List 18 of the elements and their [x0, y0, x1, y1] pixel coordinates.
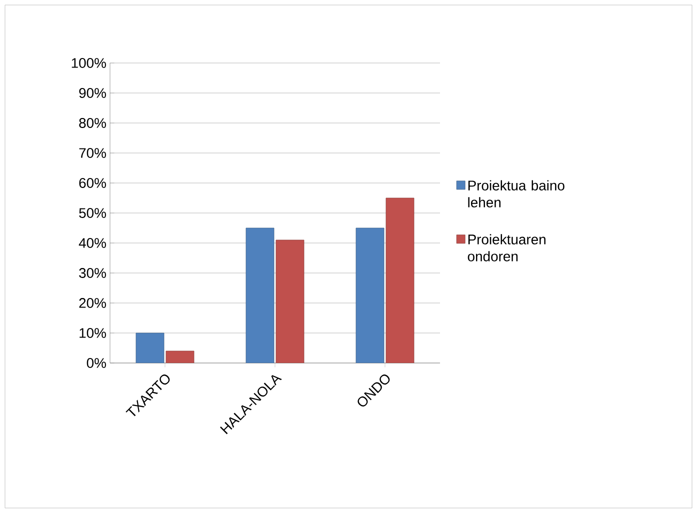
y-tick-label: 40%: [78, 238, 106, 248]
y-tick-label: 30%: [79, 268, 106, 278]
y-tick-label: 50%: [79, 208, 106, 218]
bar: [246, 228, 274, 363]
bar: [136, 332, 164, 363]
bar: [356, 228, 384, 363]
y-tick-label: 0%: [86, 358, 106, 368]
y-tick-label: 70%: [79, 148, 106, 158]
y-tick-label: 20%: [79, 298, 106, 308]
legend-label: Proiektua baino lehen: [468, 180, 564, 208]
legend-label: Proiektuaren ondoren: [468, 234, 546, 262]
y-tick-label: 80%: [79, 118, 106, 128]
y-tick-label: 10%: [80, 328, 106, 338]
y-tick-label: 60%: [79, 178, 106, 188]
bar: [386, 198, 414, 363]
y-tick-label: 90%: [79, 88, 106, 98]
y-tick-label: 100%: [72, 58, 106, 68]
bar: [276, 240, 304, 363]
